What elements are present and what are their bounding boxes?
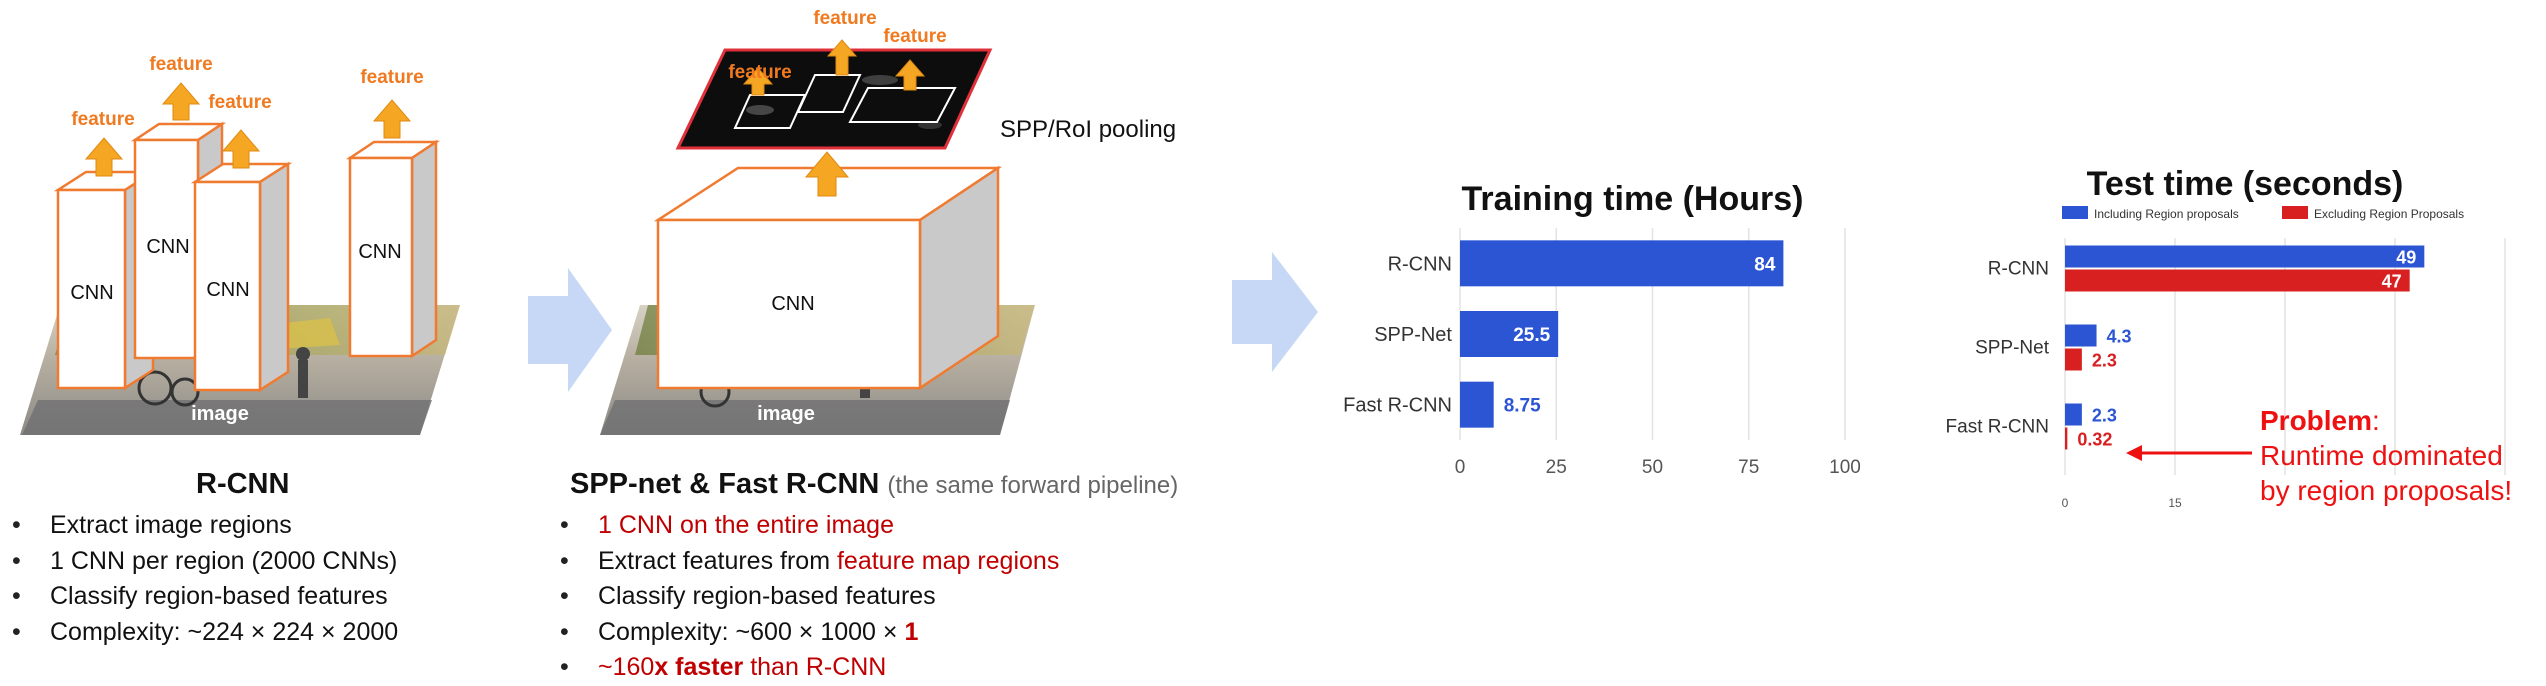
y-tick-label: SPP-Net [1975,338,2050,359]
problem-line-1: Problem: [2260,403,2512,438]
rcnn-bullet: Complexity: ~224 × 224 × 2000 [0,615,398,651]
feature-arrow-icon [804,151,850,197]
x-tick-label: 100 [1829,457,1861,478]
data-label: 49 [2396,248,2416,268]
y-tick-label: SPP-Net [1374,324,1452,346]
flow-arrow-icon [1232,252,1318,372]
problem-annotation: Problem: Runtime dominated by region pro… [2260,403,2512,508]
spp-bullet-text: Extract features from [598,546,837,575]
x-tick-label: 75 [1738,457,1759,478]
legend-label: Excluding Region Proposals [2314,207,2464,221]
y-tick-label: Fast R-CNN [1946,417,2049,438]
data-label: 2.3 [2092,406,2117,426]
problem-line-2: Runtime dominated [2260,440,2503,471]
feature-arrow-icon [84,137,124,177]
rcnn-cnn-label: CNN [70,282,113,304]
y-tick-label: Fast R-CNN [1343,395,1452,417]
spp-bullet: ~160x faster than R-CNN [548,650,1059,686]
rcnn-bullet: 1 CNN per region (2000 CNNs) [0,544,398,580]
spp-subtitle: (the same forward pipeline) [887,472,1179,499]
feature-label: feature [728,62,791,83]
spp-bullet-text: Complexity: ~600 × 1000 × [598,617,905,646]
chart-title: Training time (Hours) [1462,180,1804,218]
spp-image-label: image [757,403,815,425]
data-label: 47 [2382,272,2402,292]
problem-arrowhead-icon [2126,445,2142,461]
spp-bullet-highlight: feature map regions [836,546,1060,575]
bar [1460,311,1559,357]
x-tick-label: 0 [2062,496,2069,510]
data-label: 0.32 [2077,430,2112,450]
training-time-chart: Training time (Hours) 0 25 50 75 100 R-CNN 84 SP… [1343,180,1861,478]
feature-label: feature [360,67,423,88]
y-tick-label: R-CNN [1988,259,2049,280]
bar [2065,427,2068,450]
legend-label: Including Region proposals [2094,207,2239,221]
rcnn-bullet: Classify region-based features [0,579,398,615]
spp-bullet-list: 1 CNN on the entire image Extract featur… [548,508,1059,686]
bar [2065,269,2410,292]
data-label: 8.75 [1504,396,1541,417]
x-tick-label: 15 [2168,496,2182,510]
spp-bullet: Classify region-based features [548,579,1059,615]
spp-bullet: Complexity: ~600 × 1000 × 1 [548,615,1059,651]
feature-arrow-icon [826,39,858,76]
rcnn-cnn-label: CNN [206,279,249,301]
problem-label: Problem [2260,405,2373,436]
spp-bullet: Extract features from feature map region… [548,544,1059,580]
spp-bullet-text: than R-CNN [743,653,887,681]
rcnn-cnn-box-4 [345,139,441,359]
chart-title: Test time (seconds) [2087,165,2404,203]
test-time-chart: Test time (seconds) Including Region prop… [1946,165,2506,510]
spp-bullet: 1 CNN on the entire image [548,508,1059,544]
spp-title-text: SPP-net & Fast R-CNN [570,468,880,500]
rcnn-image-label: image [191,403,249,425]
bar [1460,240,1784,287]
feature-label: feature [208,92,271,113]
feature-map [675,48,993,150]
bar [2065,245,2425,268]
feature-arrow-icon [221,129,261,169]
rcnn-cnn-box-3 [190,161,293,393]
feature-label: feature [813,8,876,29]
feature-label: feature [149,54,212,75]
spp-cnn-label: CNN [771,293,814,315]
x-tick-label: 0 [1455,457,1466,478]
feature-label: feature [71,109,134,130]
feature-label: feature [883,26,946,47]
bar [1460,381,1494,428]
rcnn-title: R-CNN [196,468,290,500]
feature-arrow-icon [372,99,412,139]
spp-pooling-label: SPP/RoI pooling [1000,116,1176,143]
data-label: 4.3 [2107,327,2132,347]
bar [2065,403,2082,426]
legend-swatch [2062,206,2088,219]
spp-cnn-box [653,165,1003,391]
spp-bullet-text: ~160 [598,653,655,681]
legend-swatch [2282,206,2308,219]
data-label: 2.3 [2092,351,2117,371]
problem-colon: : [2372,405,2380,436]
bar [2065,324,2097,347]
flow-arrow-icon [528,268,612,392]
y-tick-label: R-CNN [1388,253,1452,275]
feature-arrow-icon [161,82,201,121]
data-label: 84 [1754,254,1776,275]
problem-line-3: by region proposals! [2260,475,2513,506]
spp-bullet-highlight: x faster [654,653,744,681]
rcnn-cnn-label: CNN [146,236,189,258]
feature-arrow-icon [742,67,774,96]
feature-arrow-icon [894,59,926,91]
bar [2065,348,2082,371]
rcnn-cnn-label: CNN [358,241,401,263]
rcnn-bullet: Extract image regions [0,508,398,544]
data-label: 25.5 [1513,325,1550,346]
spp-bullet-highlight: 1 [904,617,919,646]
rcnn-bullet-list: Extract image regions 1 CNN per region (… [0,508,398,650]
x-tick-label: 25 [1546,457,1567,478]
spp-title: SPP-net & Fast R-CNN (the same forward p… [570,468,1178,501]
x-tick-label: 50 [1642,457,1663,478]
